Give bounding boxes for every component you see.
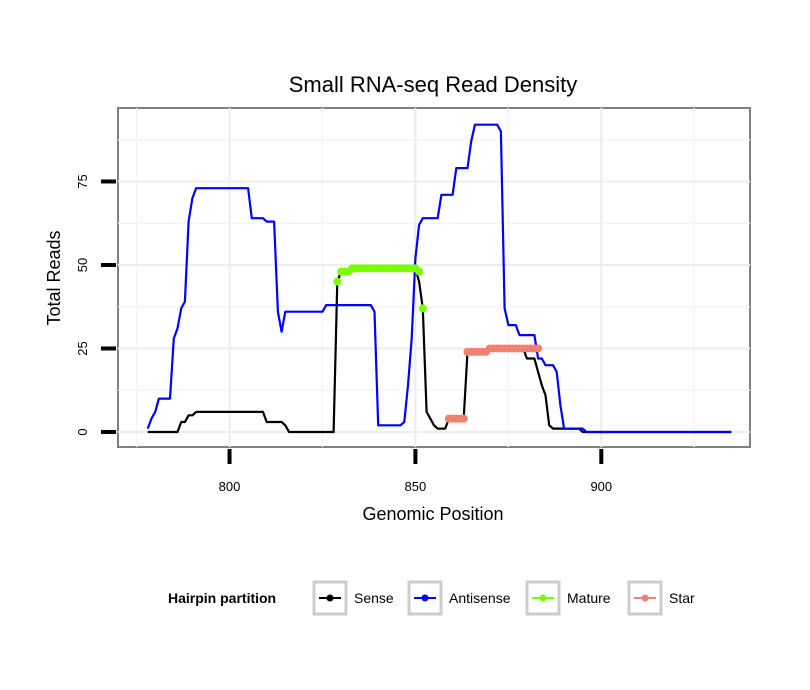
legend: Hairpin partition Sense Antisense Mature St… <box>168 580 695 616</box>
legend-label-antisense: Antisense <box>449 590 511 606</box>
y-tick-label: 50 <box>75 258 90 272</box>
data-point-star <box>534 344 543 353</box>
x-tick-label: 900 <box>590 479 612 494</box>
series-line-antisense <box>146 123 732 434</box>
plot-panel <box>117 107 751 448</box>
series-antisense <box>146 123 732 434</box>
legend-title: Hairpin partition <box>168 590 276 606</box>
legend-key-point-sense <box>326 594 334 602</box>
legend-key-point-star <box>641 594 649 602</box>
grid-lines <box>118 108 750 447</box>
legend-entry-antisense: Antisense <box>407 580 511 616</box>
chart-title: Small RNA-seq Read Density <box>289 72 578 97</box>
legend-entries: Sense Antisense Mature Star <box>312 580 695 616</box>
data-point-mature <box>333 277 342 286</box>
x-axis-title: Genomic Position <box>362 504 503 524</box>
y-tick-label: 25 <box>75 341 90 355</box>
legend-key-point-mature <box>539 594 547 602</box>
series-line-sense <box>147 267 732 434</box>
legend-entry-mature: Mature <box>525 580 611 616</box>
y-axis-title: Total Reads <box>44 230 64 325</box>
y-tick-label: 75 <box>75 174 90 188</box>
legend-label-star: Star <box>669 590 695 606</box>
x-tick-label: 800 <box>219 479 241 494</box>
x-tick-label: 850 <box>405 479 427 494</box>
legend-key-point-antisense <box>421 594 429 602</box>
data-point-mature <box>415 267 424 276</box>
legend-label-mature: Mature <box>567 590 611 606</box>
data-point-mature <box>418 304 427 313</box>
legend-label-sense: Sense <box>354 590 394 606</box>
axes: 800 850 900 0 25 50 75 <box>75 174 612 494</box>
legend-entry-star: Star <box>627 580 695 616</box>
series-star <box>444 344 543 423</box>
legend-entry-sense: Sense <box>312 580 394 616</box>
series-layer <box>146 123 732 434</box>
series-mature <box>333 264 427 313</box>
y-tick-label: 0 <box>75 428 90 435</box>
series-sense <box>147 267 732 434</box>
data-point-star <box>459 414 468 423</box>
